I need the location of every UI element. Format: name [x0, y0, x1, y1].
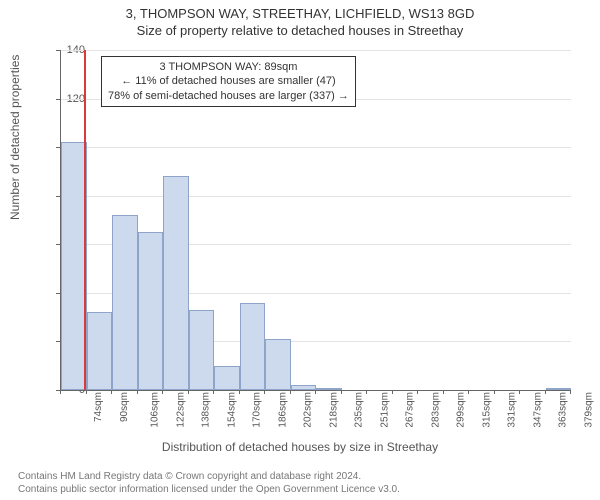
chart-title-main: 3, THOMPSON WAY, STREETHAY, LICHFIELD, W…	[0, 0, 600, 21]
x-tick-label: 379sqm	[583, 392, 594, 428]
chart-title-sub: Size of property relative to detached ho…	[0, 21, 600, 38]
x-tick-label: 363sqm	[558, 392, 569, 428]
x-tick-mark	[290, 390, 291, 394]
x-tick-mark	[366, 390, 367, 394]
x-tick-label: 74sqm	[93, 392, 104, 422]
x-tick-label: 170sqm	[252, 392, 263, 428]
chart-container: 3, THOMPSON WAY, STREETHAY, LICHFIELD, W…	[0, 0, 600, 500]
x-tick-mark	[264, 390, 265, 394]
x-tick-mark	[162, 390, 163, 394]
x-tick-mark	[570, 390, 571, 394]
x-tick-mark	[494, 390, 495, 394]
x-tick-label: 218sqm	[328, 392, 339, 428]
histogram-bar	[546, 388, 572, 390]
footer-attribution: Contains HM Land Registry data © Crown c…	[18, 470, 400, 496]
x-tick-mark	[111, 390, 112, 394]
x-tick-mark	[519, 390, 520, 394]
x-tick-mark	[443, 390, 444, 394]
plot-area: 3 THOMPSON WAY: 89sqm ← 11% of detached …	[60, 50, 571, 391]
x-tick-label: 122sqm	[175, 392, 186, 428]
x-tick-label: 202sqm	[303, 392, 314, 428]
x-tick-mark	[417, 390, 418, 394]
x-tick-label: 186sqm	[277, 392, 288, 428]
x-tick-label: 347sqm	[532, 392, 543, 428]
histogram-bar	[163, 176, 189, 390]
x-tick-mark	[341, 390, 342, 394]
histogram-bar	[214, 366, 240, 390]
x-tick-label: 331sqm	[507, 392, 518, 428]
x-tick-label: 154sqm	[226, 392, 237, 428]
histogram-bar	[189, 310, 215, 390]
x-tick-label: 315sqm	[481, 392, 492, 428]
gridline	[61, 50, 571, 51]
histogram-bar	[240, 303, 266, 390]
y-axis-label: Number of detached properties	[8, 55, 22, 220]
annotation-line3: 78% of semi-detached houses are larger (…	[108, 89, 349, 103]
annotation-box: 3 THOMPSON WAY: 89sqm ← 11% of detached …	[101, 56, 356, 107]
x-tick-mark	[137, 390, 138, 394]
x-tick-label: 235sqm	[354, 392, 365, 428]
x-tick-label: 106sqm	[150, 392, 161, 428]
x-tick-label: 267sqm	[405, 392, 416, 428]
x-tick-mark	[545, 390, 546, 394]
x-tick-mark	[392, 390, 393, 394]
histogram-bar	[265, 339, 291, 390]
x-tick-mark	[60, 390, 61, 394]
histogram-bar	[138, 232, 164, 390]
footer-line2: Contains public sector information licen…	[18, 483, 400, 496]
x-tick-label: 299sqm	[456, 392, 467, 428]
x-tick-mark	[239, 390, 240, 394]
x-tick-label: 251sqm	[379, 392, 390, 428]
x-tick-mark	[468, 390, 469, 394]
x-tick-mark	[315, 390, 316, 394]
footer-line1: Contains HM Land Registry data © Crown c…	[18, 470, 400, 483]
gridline	[61, 147, 571, 148]
x-tick-label: 90sqm	[119, 392, 130, 422]
annotation-line1: 3 THOMPSON WAY: 89sqm	[108, 60, 349, 74]
histogram-bar	[61, 142, 87, 390]
histogram-bar	[112, 215, 138, 390]
x-tick-mark	[213, 390, 214, 394]
x-tick-label: 283sqm	[430, 392, 441, 428]
histogram-bar	[87, 312, 113, 390]
x-axis-label: Distribution of detached houses by size …	[0, 440, 600, 454]
histogram-bar	[316, 388, 342, 390]
annotation-line2: ← 11% of detached houses are smaller (47…	[108, 74, 349, 88]
marker-vertical-line	[84, 50, 86, 390]
x-tick-mark	[188, 390, 189, 394]
gridline	[61, 196, 571, 197]
x-tick-mark	[86, 390, 87, 394]
x-tick-label: 138sqm	[201, 392, 212, 428]
histogram-bar	[291, 385, 317, 390]
